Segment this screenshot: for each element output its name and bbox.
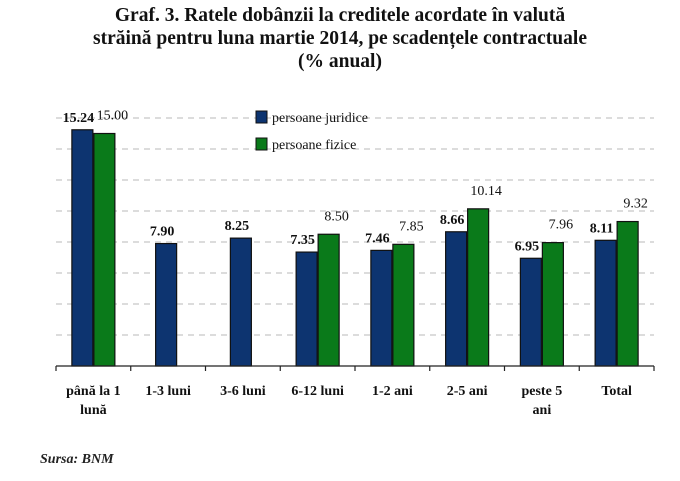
bar-persoane-juridice [155, 242, 178, 367]
x-tick-label: lună [80, 403, 106, 418]
data-label: 15.00 [97, 109, 129, 124]
data-label: 8.66 [440, 213, 465, 228]
bar-persoane-fizice [467, 208, 490, 367]
bar-persoane-fizice [392, 243, 415, 367]
source-note: Sursa: BNM [40, 452, 114, 467]
data-label: 7.90 [150, 225, 175, 240]
data-label: 9.32 [623, 197, 648, 212]
data-label: 7.46 [365, 231, 390, 246]
x-tick-label: până la 1 [66, 384, 120, 399]
data-label: 6.95 [515, 239, 540, 254]
title-line-1: Graf. 3. Ratele dobânzii la creditele ac… [114, 5, 566, 26]
data-label: 7.35 [290, 233, 315, 248]
title-line-3: (% anual) [298, 51, 382, 72]
legend-label: persoane juridice [272, 111, 368, 126]
bar-persoane-juridice [295, 251, 318, 367]
data-label: 15.24 [63, 111, 95, 126]
x-tick-label: 2-5 ani [447, 384, 488, 399]
data-label: 8.50 [324, 209, 349, 224]
bar-persoane-fizice [317, 233, 340, 367]
bar-persoane-juridice [229, 237, 252, 367]
bar-persoane-fizice [541, 242, 564, 367]
data-label: 7.85 [399, 219, 424, 234]
bar-persoane-fizice [616, 220, 639, 367]
bar-persoane-juridice [71, 129, 94, 367]
x-tick-label: 6-12 luni [291, 384, 344, 399]
x-tick-label: 3-6 luni [220, 384, 266, 399]
legend-swatch [255, 137, 268, 151]
x-tick-label: ani [533, 403, 552, 418]
bar-persoane-fizice [93, 132, 116, 367]
bar-persoane-juridice [519, 257, 542, 367]
legend-swatch [255, 110, 268, 124]
data-label: 8.25 [225, 219, 250, 234]
bar-persoane-juridice [594, 239, 617, 367]
x-tick-label: Total [601, 384, 632, 399]
chart-title: Graf. 3. Ratele dobânzii la creditele ac… [0, 4, 680, 73]
data-label: 8.11 [590, 221, 614, 236]
title-line-2: străină pentru luna martie 2014, pe scad… [93, 28, 587, 49]
data-label: 7.96 [549, 218, 574, 233]
data-label: 10.14 [470, 184, 502, 199]
bar-persoane-juridice [445, 231, 468, 367]
x-tick-label: 1-2 ani [372, 384, 413, 399]
x-tick-label: 1-3 luni [145, 384, 191, 399]
x-tick-label: peste 5 [521, 384, 562, 399]
bar-persoane-juridice [370, 249, 393, 367]
legend-label: persoane fizice [272, 138, 356, 153]
